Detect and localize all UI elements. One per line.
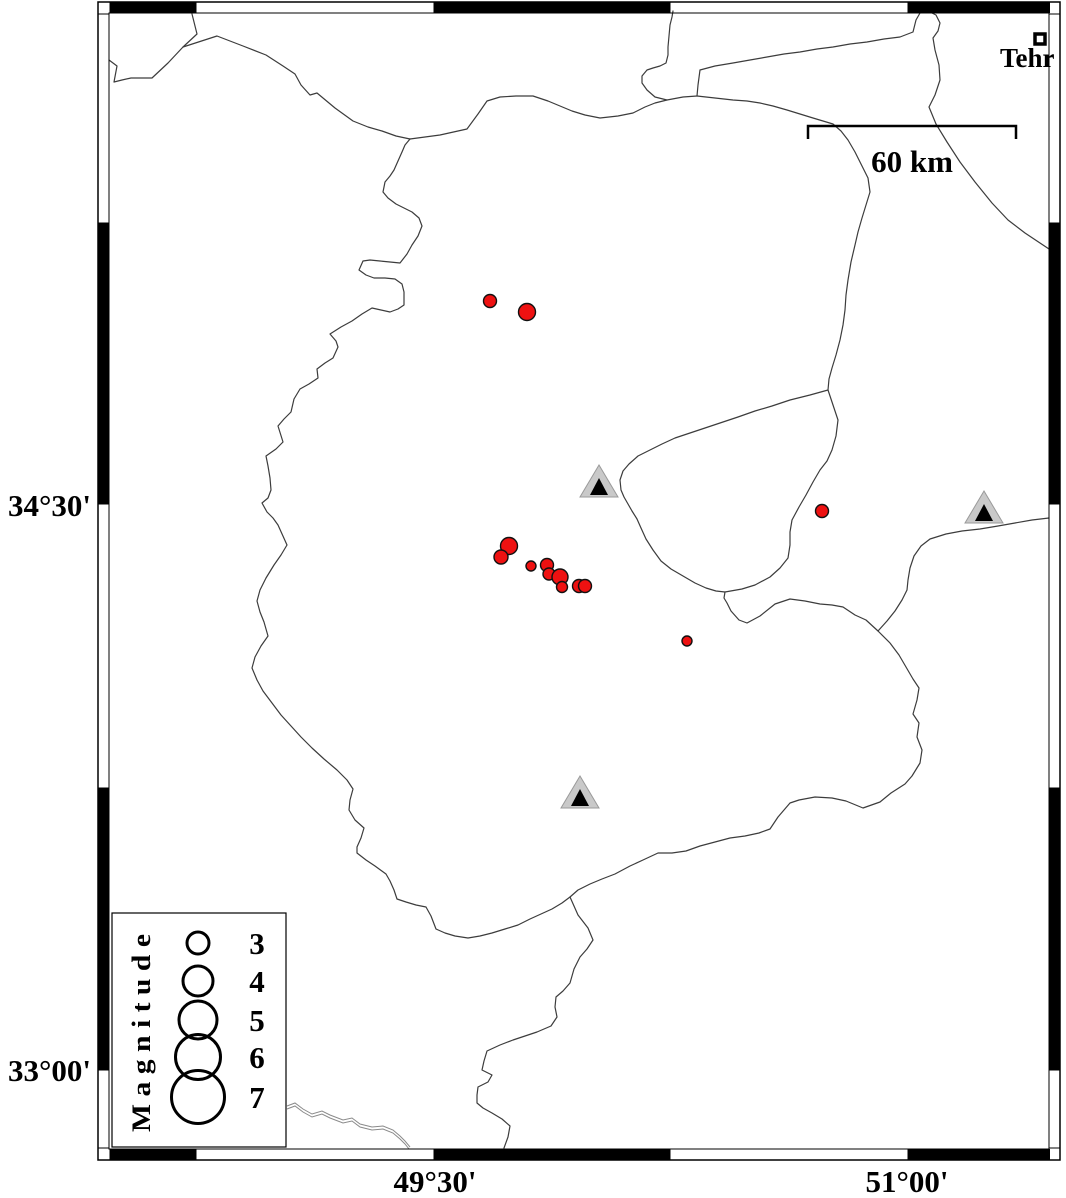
legend-magnitude-label: 4 [249, 964, 265, 999]
frame-segment [434, 2, 670, 13]
legend-magnitude-label: 7 [249, 1080, 265, 1115]
boundary-line [641, 10, 674, 101]
axis-label-longitude: 51°00' [865, 1164, 948, 1198]
city-label: Tehr [1000, 43, 1055, 73]
station-triangle-inner [590, 478, 608, 495]
axis-labels: 34°30' 33°00' 49°30' 51°00' [8, 488, 949, 1198]
frame-segment [434, 1149, 670, 1160]
boundary-lines [108, 10, 1050, 1149]
boundary-line [182, 35, 411, 140]
map-frame [97, 1, 1061, 1161]
legend-box [111, 912, 287, 1148]
legend-circle [174, 1033, 222, 1081]
legend-circle [185, 930, 211, 956]
frame-segment [98, 788, 109, 1070]
frame-segment [110, 2, 196, 13]
axis-label-longitude: 49°30' [393, 1164, 476, 1198]
boundary-line [409, 95, 698, 140]
boundary-line [108, 13, 198, 83]
earthquake-marker [681, 635, 693, 647]
boundary-line [877, 517, 1050, 632]
city-square-icon [1033, 32, 1047, 46]
earthquake-marker [555, 580, 569, 594]
magnitude-legend: M a g n i t u d e 34 56 7 [111, 912, 287, 1148]
earthquake-markers [482, 293, 830, 647]
legend-magnitude-label: 5 [249, 1003, 265, 1038]
earthquake-marker [525, 560, 537, 572]
station-markers [560, 464, 1004, 809]
earthquake-marker [499, 536, 519, 556]
legend-magnitude-label: 3 [249, 926, 265, 961]
frame-segment [1049, 788, 1060, 1070]
boundary-line [696, 10, 1050, 250]
frame-segment [908, 1149, 1050, 1160]
frame-segment [908, 2, 1050, 13]
earthquake-marker [493, 549, 509, 565]
legend-magnitude-label: 6 [249, 1040, 265, 1075]
scale-bar-label: 60 km [871, 144, 953, 179]
earthquake-marker [577, 578, 593, 594]
city-marker-group: Tehr [1000, 32, 1055, 73]
earthquake-marker [517, 302, 537, 322]
earthquake-marker [814, 503, 830, 519]
river [286, 1102, 411, 1150]
legend-entries: 34 56 7 [170, 926, 265, 1125]
boundary-line [476, 95, 923, 1149]
earthquake-marker [482, 293, 498, 309]
scale-bar-bracket [806, 124, 1018, 139]
river-line [286, 1102, 411, 1148]
boundary-line [619, 389, 829, 593]
legend-title: M a g n i t u d e [127, 934, 156, 1132]
frame-segment [98, 223, 109, 504]
legend-circle [170, 1069, 226, 1125]
frame-segment [1049, 223, 1060, 504]
axis-label-latitude: 34°30' [8, 488, 91, 523]
axis-label-latitude: 33°00' [8, 1053, 91, 1088]
legend-circle [177, 999, 219, 1041]
scale-bar: 60 km [806, 124, 1018, 179]
frame-segment [110, 1149, 196, 1160]
boundary-line [251, 138, 571, 939]
river-line [286, 1105, 410, 1150]
station-triangle-inner [571, 789, 589, 806]
legend-circle [181, 964, 215, 998]
station-triangle-inner [975, 504, 993, 521]
